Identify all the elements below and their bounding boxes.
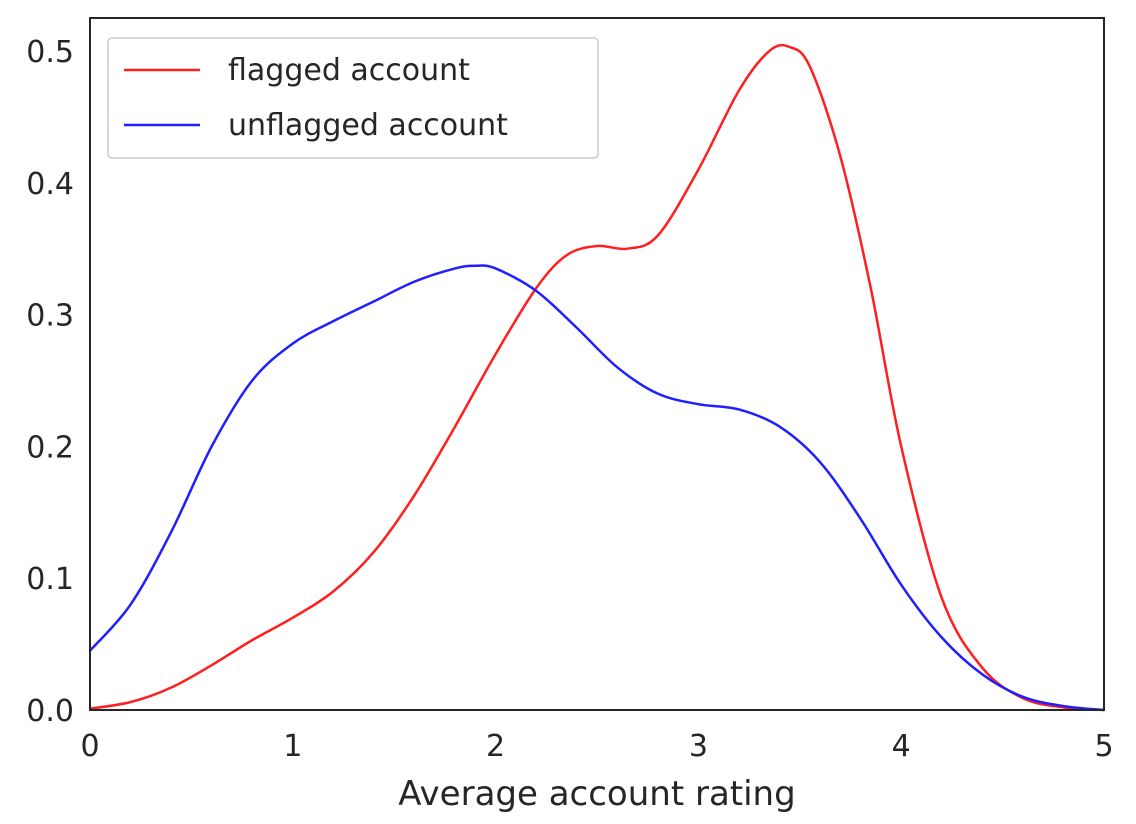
series-line-flagged-account <box>89 43 1105 712</box>
y-tick-label: 0.1 <box>26 562 74 597</box>
plot-frame <box>89 17 1105 711</box>
x-tick-label: 0 <box>80 729 99 764</box>
y-tick-labels: 0.0 0.1 0.2 0.3 0.4 0.5 <box>26 35 74 729</box>
y-tick-label: 0.3 <box>26 299 74 334</box>
x-tick-label: 1 <box>283 729 302 764</box>
x-tick-label: 2 <box>486 729 505 764</box>
legend-box <box>107 37 599 159</box>
x-tick-label: 5 <box>1094 729 1113 764</box>
legend-label: flagged account <box>228 53 470 88</box>
legend-label: unflagged account <box>228 108 508 143</box>
series-line-unflagged-account <box>89 264 1105 712</box>
x-axis-label: Average account rating <box>398 774 795 814</box>
y-tick-label: 0.4 <box>26 167 74 202</box>
y-tick-label: 0.2 <box>26 430 74 465</box>
y-tick-label: 0.5 <box>26 35 74 70</box>
x-tick-label: 3 <box>689 729 708 764</box>
legend: flagged account unflagged account <box>107 37 599 159</box>
y-tick-label: 0.0 <box>26 694 74 729</box>
x-tick-label: 4 <box>892 729 911 764</box>
series-layer <box>89 43 1105 712</box>
x-tick-labels: 0 1 2 3 4 5 <box>80 729 1113 764</box>
